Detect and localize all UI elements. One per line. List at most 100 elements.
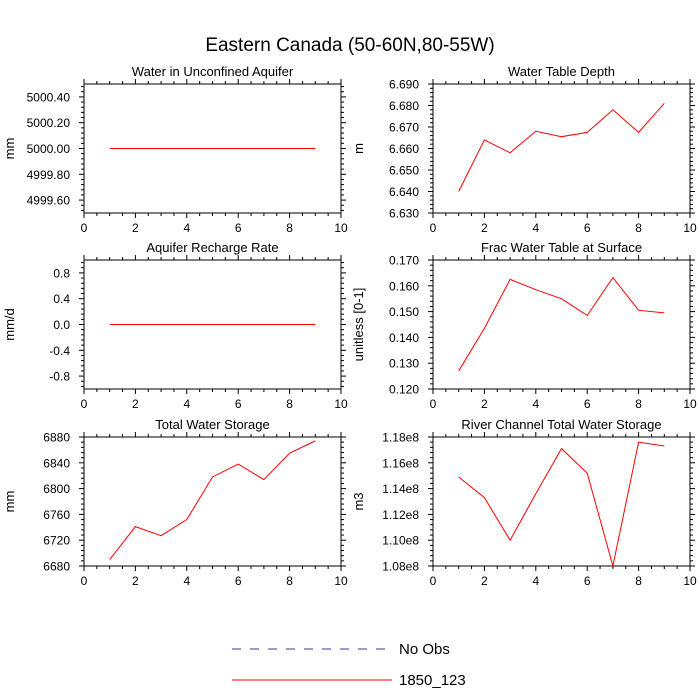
y-tick-label: 6.640: [389, 185, 419, 199]
y-tick-label: 6840: [43, 456, 70, 470]
panel-title: Water Table Depth: [508, 64, 615, 79]
x-tick-label: 2: [132, 397, 139, 411]
y-tick-label: 6800: [43, 482, 70, 496]
plot-frame: [432, 436, 691, 567]
x-tick-label: 8: [286, 221, 293, 235]
x-tick-label: 0: [81, 221, 88, 235]
x-tick-label: 10: [334, 397, 348, 411]
x-tick-label: 2: [481, 574, 488, 588]
legend-1850-123-label: 1850_123: [399, 672, 466, 689]
panel-water-table-depth: Water Table Depth m 0 2 4 6 8 10 6.630 6.640 6.650…: [351, 64, 697, 235]
y-tick-label: 6.650: [389, 164, 419, 178]
x-tick-label: 10: [334, 574, 348, 588]
y-tick-label: 6880: [43, 431, 70, 445]
panel-frac-water-table-at-surface: Frac Water Table at Surface unitless [0-1…: [351, 240, 697, 411]
x-tick-label: 8: [286, 574, 293, 588]
x-tick-label: 8: [635, 397, 642, 411]
panel-title: River Channel Total Water Storage: [461, 417, 661, 432]
y-tick-label: 6.670: [389, 121, 419, 135]
panel-title: Water in Unconfined Aquifer: [132, 64, 294, 79]
x-tick-label: 0: [430, 221, 437, 235]
x-tick-label: 6: [235, 221, 242, 235]
y-tick-label: 1.16e8: [382, 456, 419, 470]
x-tick-label: 4: [183, 221, 190, 235]
y-tick-label: 0.130: [389, 357, 419, 371]
x-tick-label: 4: [532, 221, 539, 235]
x-tick-label: 8: [635, 221, 642, 235]
x-tick-label: 0: [81, 574, 88, 588]
y-tick-label: 5000.20: [27, 116, 71, 130]
y-tick-label: 4999.60: [27, 194, 71, 208]
x-tick-label: 2: [481, 397, 488, 411]
y-tick-label: -0.8: [49, 370, 70, 384]
panel-river-channel-total-water-storage: River Channel Total Water Storage m3 0 2 4 6 8…: [351, 417, 697, 588]
legend: No Obs 1850_123: [232, 641, 466, 689]
plot-frame: [83, 436, 342, 567]
x-tick-label: 0: [430, 574, 437, 588]
series-line-1850-123: [458, 276, 665, 372]
y-axis-label: m: [351, 143, 366, 154]
y-tick-label: 1.12e8: [382, 508, 419, 522]
x-tick-label: 4: [183, 397, 190, 411]
y-tick-label: 0.170: [389, 254, 419, 268]
panel-title: Frac Water Table at Surface: [481, 240, 642, 255]
y-tick-label: 0.0: [53, 318, 70, 332]
panel-title: Total Water Storage: [155, 417, 269, 432]
y-axis-label: mm/d: [2, 308, 17, 341]
series-line-1850-123: [458, 103, 665, 192]
y-tick-label: 4999.80: [27, 168, 71, 182]
y-tick-label: 0.140: [389, 331, 419, 345]
panel-water-in-unconfined-aquifer: Water in Unconfined Aquifer mm 0 2 4 6 8 10 4999…: [2, 64, 348, 235]
panel-title: Aquifer Recharge Rate: [146, 240, 278, 255]
series-line-1850-123: [458, 441, 665, 567]
x-tick-label: 2: [132, 221, 139, 235]
y-tick-label: 6680: [43, 560, 70, 574]
y-axis-label: mm: [2, 491, 17, 513]
y-axis-label: unitless [0-1]: [351, 288, 366, 362]
y-tick-label: 0.8: [53, 266, 70, 280]
figure-title: Eastern Canada (50-60N,80-55W): [205, 35, 494, 56]
x-tick-label: 6: [235, 574, 242, 588]
x-tick-label: 4: [532, 397, 539, 411]
legend-no-obs-label: No Obs: [399, 641, 450, 658]
x-tick-label: 6: [584, 574, 591, 588]
y-tick-label: 6.680: [389, 99, 419, 113]
y-tick-label: 1.08e8: [382, 560, 419, 574]
plot-frame: [432, 259, 691, 390]
y-tick-label: -0.4: [49, 344, 70, 358]
panel-aquifer-recharge-rate: Aquifer Recharge Rate mm/d 0 2 4 6 8 10 -0.8 -0.4…: [2, 240, 348, 411]
x-tick-label: 8: [286, 397, 293, 411]
series-line-1850-123: [109, 440, 316, 560]
plot-frame: [432, 83, 691, 214]
x-tick-label: 0: [81, 397, 88, 411]
panel-total-water-storage: Total Water Storage mm 0 2 4 6 8 10 6680 6720 6760…: [2, 417, 348, 588]
chart-panels: Water in Unconfined Aquifer mm 0 2 4 6 8 10 4999…: [2, 64, 697, 588]
x-tick-label: 4: [183, 574, 190, 588]
x-tick-label: 8: [635, 574, 642, 588]
y-axis-label: m3: [351, 492, 366, 510]
y-tick-label: 6.630: [389, 207, 419, 221]
x-tick-label: 10: [683, 221, 697, 235]
y-axis-label: mm: [2, 138, 17, 160]
y-tick-label: 6720: [43, 534, 70, 548]
y-tick-label: 1.10e8: [382, 534, 419, 548]
y-tick-label: 6.690: [389, 78, 419, 92]
y-tick-label: 0.160: [389, 279, 419, 293]
x-tick-label: 4: [532, 574, 539, 588]
x-tick-label: 10: [683, 397, 697, 411]
y-tick-label: 5000.00: [27, 142, 71, 156]
x-tick-label: 6: [584, 221, 591, 235]
y-tick-label: 0.120: [389, 383, 419, 397]
y-tick-label: 6760: [43, 508, 70, 522]
x-tick-label: 0: [430, 397, 437, 411]
x-tick-label: 2: [481, 221, 488, 235]
y-tick-label: 1.18e8: [382, 431, 419, 445]
y-tick-label: 6.660: [389, 142, 419, 156]
y-tick-label: 0.4: [53, 292, 70, 306]
y-tick-label: 0.150: [389, 305, 419, 319]
y-tick-label: 5000.40: [27, 90, 71, 104]
y-tick-label: 1.14e8: [382, 482, 419, 496]
x-tick-label: 10: [683, 574, 697, 588]
x-tick-label: 6: [235, 397, 242, 411]
